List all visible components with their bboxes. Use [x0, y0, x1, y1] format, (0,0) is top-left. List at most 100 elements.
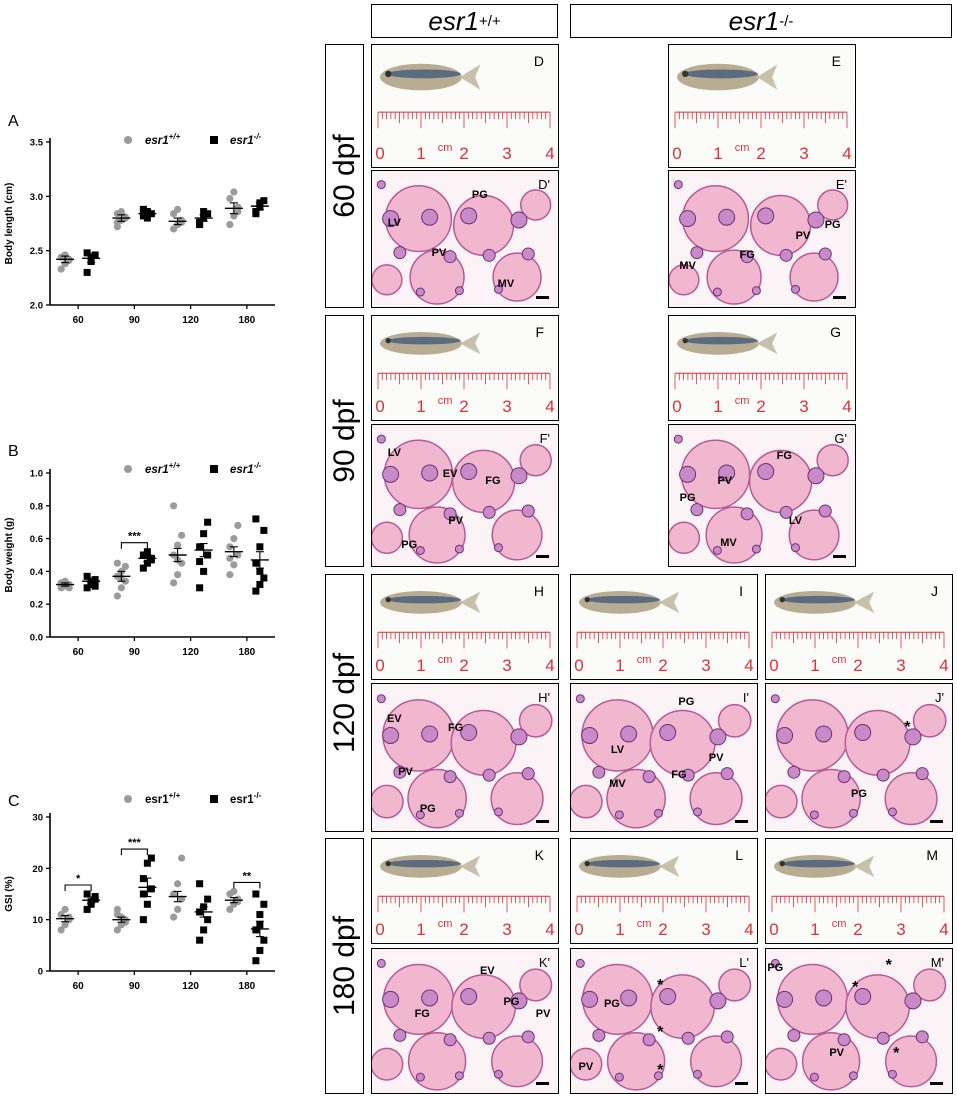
histology-panel-ep: E' PV PG MV FG — [668, 170, 856, 308]
histology-annotation: LV — [610, 744, 625, 757]
histology-annotation: MV — [497, 277, 515, 290]
ruler: 0 1 2 3 4 cm — [769, 895, 949, 939]
ruler-number: 3 — [799, 144, 808, 163]
data-point-ko — [143, 214, 151, 222]
ruler: 0 1 2 3 4 cm — [375, 111, 555, 163]
histology-annotation: PV — [398, 766, 413, 779]
histology-panel-label: D' — [538, 177, 550, 192]
zebrafish-photo — [380, 331, 481, 355]
header-knockout: esr1 -/- — [570, 4, 952, 38]
data-point-ko — [143, 548, 151, 556]
data-point-wt — [65, 913, 73, 921]
scale-bar — [735, 1082, 748, 1085]
y-tick-label: 0.8 — [30, 501, 43, 512]
chart-body-weight: 0.0 0.2 0.4 0.6 0.8 1.0 60 90 120 180 Body weight … — [4, 461, 275, 658]
histology-annotation: PV — [708, 751, 724, 764]
ruler-number: 0 — [769, 920, 778, 939]
legend-ko-marker — [210, 136, 218, 144]
photo-panel-f: 0 1 2 3 4 cm F — [371, 315, 559, 421]
data-point-ko — [139, 916, 147, 924]
histology-annotation: PG — [401, 538, 418, 551]
data-point-ko — [252, 559, 260, 567]
data-point-ko — [139, 205, 147, 213]
data-point-wt — [226, 194, 234, 203]
data-point-wt — [226, 571, 234, 579]
histology-annotation: LV — [387, 447, 401, 460]
histology-panel-label: K' — [538, 955, 550, 970]
age-box-120: 120 dpf — [325, 574, 364, 832]
age-box-60: 60 dpf — [325, 44, 364, 308]
x-tick-label: 60 — [73, 315, 85, 325]
histology-annotation: FG — [485, 475, 501, 488]
histology-annotation: EV — [442, 468, 458, 481]
photo-panel-e: 0 1 2 3 4 cm E — [668, 44, 856, 168]
x-tick-label: 180 — [239, 315, 256, 325]
data-point-wt — [174, 905, 182, 913]
y-tick-label: 0.6 — [30, 534, 43, 545]
histology-annotation: * — [852, 978, 859, 996]
y-tick-label: 0.0 — [30, 633, 43, 644]
histology-annotation: * — [904, 719, 911, 737]
ruler-number: 1 — [810, 656, 819, 675]
ruler-number: 0 — [375, 920, 384, 939]
photo-panel-d: 0 1 2 3 4 cm D — [371, 44, 559, 168]
photo-panel-j: 0 1 2 3 4 cm J — [765, 574, 953, 680]
photo-panel-label: G — [830, 324, 841, 340]
data-point-wt — [174, 541, 182, 549]
ruler-number: 4 — [842, 397, 851, 416]
photo-panel-label: J — [931, 583, 938, 599]
histology-annotation: PV — [448, 514, 464, 527]
scale-bar — [536, 820, 549, 823]
histology-panel-label: J' — [935, 690, 944, 705]
histology-annotation: PG — [851, 788, 867, 801]
data-point-wt — [230, 188, 238, 196]
histology-panel-gp: G' FG PV PG LV MV — [668, 424, 856, 567]
data-point-ko — [83, 890, 91, 898]
ruler: 0 1 2 3 4 cm — [375, 372, 555, 416]
ruler-unit: cm — [735, 395, 750, 407]
ovary-section — [669, 180, 849, 305]
data-point-wt — [113, 559, 121, 567]
legend-wt-label: esr1+/+ — [145, 132, 181, 147]
scale-bar — [930, 820, 943, 823]
data-point-wt — [113, 592, 121, 600]
histology-annotation: PV — [717, 475, 733, 488]
ruler-number: 1 — [713, 397, 722, 416]
ruler-number: 3 — [502, 656, 511, 675]
data-point-wt — [178, 895, 186, 903]
ovary-section — [571, 958, 752, 1091]
y-tick-label: 20 — [32, 864, 43, 875]
histology-annotation: FG — [448, 722, 464, 735]
legend-ko-label: esr1-/- — [230, 791, 262, 806]
histology-annotation: PG — [824, 219, 841, 232]
data-point-wt — [170, 502, 178, 510]
data-point-wt — [174, 571, 182, 579]
photo-panel-l: 0 1 2 3 4 cm L — [570, 838, 758, 944]
data-point-ko — [204, 895, 212, 903]
ruler-number: 2 — [459, 397, 468, 416]
data-point-ko — [204, 518, 212, 526]
histology-panel-fp: F' LV EV FG PV PG — [371, 424, 559, 567]
histology-annotation: * — [657, 977, 664, 995]
histology-panel-label: I' — [742, 690, 749, 705]
y-axis-label: GSI (%) — [4, 876, 15, 912]
ruler-number: 3 — [502, 920, 511, 939]
ruler-number: 1 — [416, 397, 425, 416]
data-point-ko — [252, 957, 260, 965]
significance-label: *** — [128, 837, 142, 849]
histology-annotation: LV — [387, 216, 401, 229]
data-point-ko — [91, 251, 99, 259]
data-point-ko — [252, 208, 260, 216]
histology-annotation: PV — [431, 246, 447, 259]
data-point-wt — [234, 898, 242, 906]
ruler: 0 1 2 3 4 cm — [672, 372, 852, 416]
ruler-number: 1 — [615, 920, 624, 939]
histology-annotation: MV — [679, 260, 696, 273]
ovary-section — [571, 694, 752, 829]
histology-annotation: EV — [479, 964, 495, 977]
zebrafish-photo — [579, 854, 680, 878]
data-point-wt — [230, 561, 238, 569]
zebrafish-photo — [380, 854, 481, 878]
histology-annotation: FG — [414, 1007, 430, 1020]
y-tick-label: 0 — [38, 967, 43, 978]
